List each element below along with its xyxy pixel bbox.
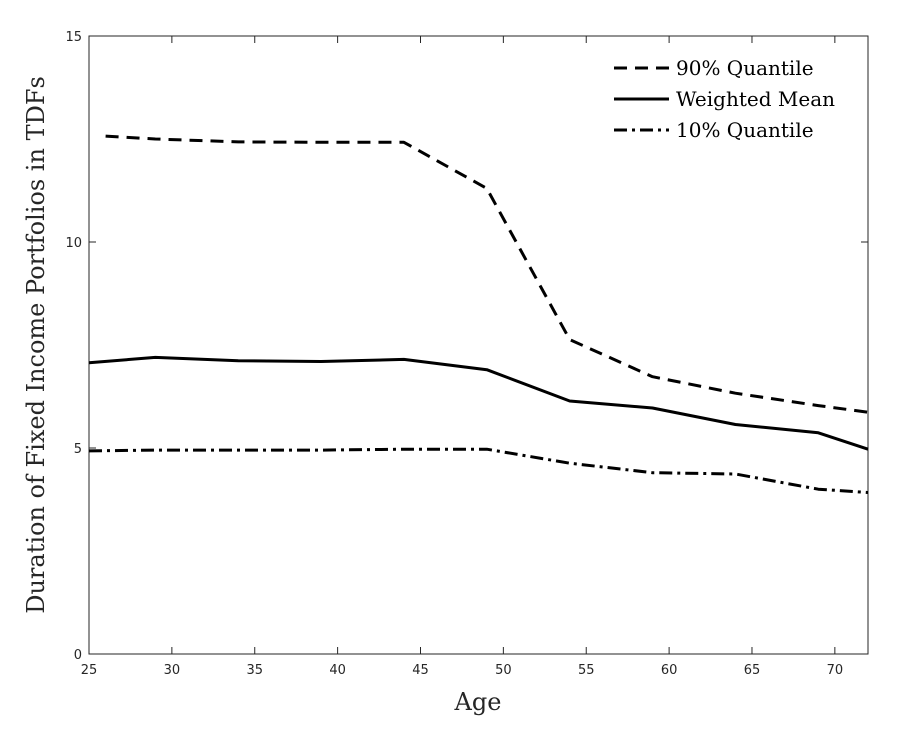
series-line-weighted-mean bbox=[88, 355, 869, 451]
y-tick-label: 0 bbox=[74, 648, 82, 663]
x-tick-label: 65 bbox=[744, 663, 761, 678]
legend-label-90-quantile: 90% Quantile bbox=[676, 56, 814, 80]
x-axis-title: Age bbox=[454, 688, 502, 716]
x-tick-label: 55 bbox=[578, 663, 595, 678]
series-line-10-quantile bbox=[88, 447, 869, 494]
x-tick-label: 30 bbox=[164, 663, 181, 678]
y-tick-label: 5 bbox=[74, 442, 82, 457]
y-tick-label: 10 bbox=[65, 236, 82, 251]
series-lines bbox=[88, 134, 869, 494]
legend: 90% Quantile Weighted Mean 10% Quantile bbox=[614, 56, 835, 142]
legend-label-weighted-mean: Weighted Mean bbox=[676, 87, 835, 111]
series-line-90-quantile bbox=[105, 134, 869, 414]
y-axis-title: Duration of Fixed Income Portfolios in T… bbox=[22, 76, 50, 614]
x-tick-label: 50 bbox=[495, 663, 512, 678]
x-tick-label: 45 bbox=[412, 663, 429, 678]
legend-label-10-quantile: 10% Quantile bbox=[676, 118, 814, 142]
axis-ticks: 25 30 35 40 45 50 55 60 65 70 0 5 10 15 bbox=[65, 30, 868, 678]
plot-frame bbox=[88, 35, 869, 655]
x-tick-label: 25 bbox=[81, 663, 98, 678]
y-tick-label: 15 bbox=[65, 30, 82, 45]
x-tick-label: 70 bbox=[827, 663, 844, 678]
x-tick-label: 40 bbox=[329, 663, 346, 678]
x-tick-label: 35 bbox=[246, 663, 263, 678]
plot-area bbox=[88, 35, 869, 655]
x-tick-label: 60 bbox=[661, 663, 678, 678]
